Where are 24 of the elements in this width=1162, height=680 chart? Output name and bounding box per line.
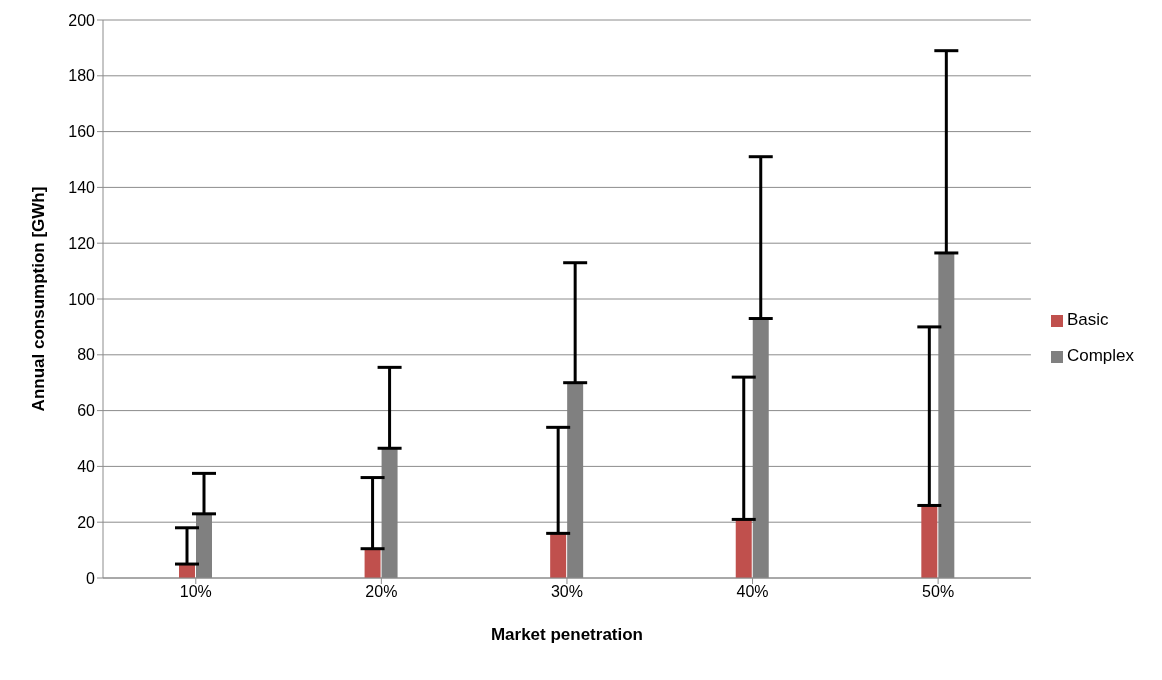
y-tick-label: 0 (86, 569, 96, 587)
legend-label: Basic (1066, 310, 1109, 329)
y-tick-label: 40 (77, 458, 96, 476)
y-tick-label: 180 (68, 67, 96, 85)
y-tick-label: 140 (68, 179, 96, 197)
y-tick-label: 20 (77, 513, 96, 531)
x-axis-title: Market penetration (490, 625, 643, 644)
x-tick-label: 30% (550, 583, 583, 601)
legend-label: Complex (1066, 346, 1134, 365)
bar (364, 548, 381, 578)
bar (550, 533, 567, 578)
x-tick-label: 10% (179, 583, 212, 601)
y-tick-label: 120 (68, 234, 96, 252)
x-tick-label: 20% (365, 583, 398, 601)
x-tick-label: 50% (922, 583, 955, 601)
y-axis-title: Annual consumption [GWh] (29, 186, 49, 412)
y-tick-label: 160 (68, 123, 96, 141)
bar (921, 505, 938, 578)
bar (735, 519, 752, 578)
y-tick-label: 100 (68, 290, 96, 308)
y-tick-label: 200 (68, 11, 96, 29)
y-tick-label: 80 (77, 346, 96, 364)
x-tick-label: 40% (736, 583, 769, 601)
y-tick-label: 60 (77, 402, 96, 420)
